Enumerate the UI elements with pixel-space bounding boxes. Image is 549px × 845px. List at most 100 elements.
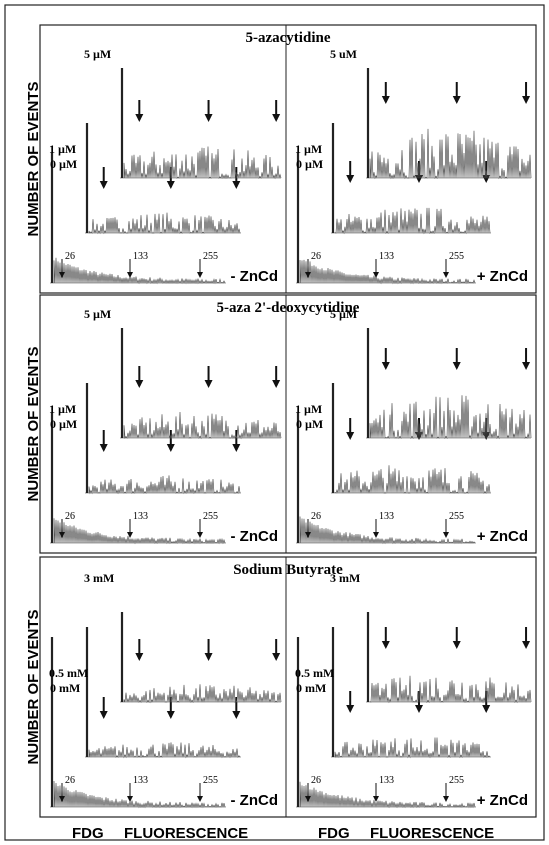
arrow-head <box>232 181 241 189</box>
trace-1: 0 mM <box>50 637 226 809</box>
row-title: 5-azacytidine <box>246 30 331 46</box>
channel-number: 255 <box>449 251 464 262</box>
arrow-head <box>373 272 379 278</box>
histogram-trace <box>123 684 282 704</box>
arrow-head <box>305 532 311 538</box>
histogram-trace <box>53 257 226 285</box>
panel-minus-zncd: 0 mM0.5 mM 3 mM 26 133 255 - ZnCd <box>49 571 282 809</box>
trace-label: 1 µM <box>295 142 322 156</box>
trace-3: 5 µM <box>84 307 282 440</box>
arrow-head <box>166 444 175 452</box>
arrow-head <box>415 705 423 713</box>
channel-number: 255 <box>449 775 464 786</box>
trace-label: 3 mM <box>84 571 114 585</box>
y-axis-label: NUMBER OF EVENTS <box>25 81 42 236</box>
trace-1: 0 µM <box>50 413 226 545</box>
channel-number: 26 <box>65 775 75 786</box>
histogram-trace <box>369 128 532 180</box>
channel-number: 26 <box>311 251 321 262</box>
arrow-head <box>135 653 144 661</box>
histogram-trace <box>369 395 532 440</box>
arrow-head <box>59 272 65 278</box>
arrow-head <box>443 796 449 802</box>
row-box <box>39 24 537 294</box>
x-axis-fdg-label: FDG <box>72 825 104 842</box>
condition-label: - ZnCd <box>231 268 278 285</box>
histogram-trace <box>53 518 226 545</box>
arrow-head <box>166 711 175 719</box>
x-axis-fluorescence-label: FLUORESCENCE <box>124 825 248 842</box>
trace-label: 0.5 mM <box>49 666 88 680</box>
channel-number: 255 <box>203 775 218 786</box>
channel-number: 26 <box>311 775 321 786</box>
histogram-trace <box>123 411 282 440</box>
arrow-head <box>127 796 133 802</box>
arrow-head <box>452 641 461 649</box>
arrow-head <box>482 175 491 183</box>
channel-number: 255 <box>203 511 218 522</box>
y-axis-label: NUMBER OF EVENTS <box>25 346 42 501</box>
trace-1: 0 µM <box>296 153 476 285</box>
panel-minus-zncd: 0 µM1 µM 5 µM 26 133 255 - ZnCd <box>49 47 282 285</box>
figure-frame <box>4 4 545 841</box>
trace-label: 5 uM <box>330 47 357 61</box>
trace-label: 0 mM <box>50 681 80 695</box>
arrow-head <box>99 181 108 189</box>
row-title: Sodium Butyrate <box>233 562 343 578</box>
trace-2: 0.5 mM <box>49 627 241 759</box>
row-2: 5-aza 2'-deoxycytidine NUMBER OF EVENTS 0 … <box>25 294 537 554</box>
trace-1: 0 µM <box>50 153 226 285</box>
arrow-head <box>373 796 379 802</box>
trace-3: 3 mM <box>84 571 282 704</box>
histogram-trace <box>88 742 241 759</box>
trace-label: 1 µM <box>49 402 76 416</box>
trace-label: 1 µM <box>49 142 76 156</box>
channel-number: 133 <box>379 251 394 262</box>
arrow-head <box>381 641 390 649</box>
trace-3: 5 uM <box>330 47 532 180</box>
trace-label: 3 mM <box>330 571 360 585</box>
histogram-trace <box>299 516 476 545</box>
trace-label: 0.5 mM <box>295 666 334 680</box>
row-box <box>39 556 537 818</box>
channel-number: 255 <box>449 511 464 522</box>
histogram-trace <box>299 781 476 809</box>
arrow-head <box>452 96 461 104</box>
histogram-trace <box>88 212 241 235</box>
arrow-head <box>135 114 144 122</box>
arrow-head <box>381 362 390 370</box>
arrow-head <box>127 532 133 538</box>
arrow-head <box>346 432 355 440</box>
trace-label: 0 µM <box>296 157 323 171</box>
arrow-head <box>452 362 461 370</box>
arrow-head <box>135 380 144 388</box>
arrow-head <box>305 796 311 802</box>
trace-label: 0 µM <box>50 157 77 171</box>
x-axis-fdg-label: FDG <box>318 825 350 842</box>
histogram-trace <box>334 465 491 494</box>
arrow-head <box>99 444 108 452</box>
arrow-head <box>522 96 531 104</box>
trace-label: 5 µM <box>84 47 111 61</box>
arrow-head <box>127 272 133 278</box>
trace-2: 1 µM <box>49 383 241 495</box>
trace-2: 0.5 mM <box>295 627 491 759</box>
row-box <box>39 294 537 554</box>
x-axis-fluorescence-label: FLUORESCENCE <box>370 825 494 842</box>
trace-1: 0 mM <box>296 637 476 809</box>
arrow-head <box>346 705 355 713</box>
histogram-trace <box>334 207 491 235</box>
arrow-head <box>197 272 203 278</box>
condition-label: + ZnCd <box>477 268 528 285</box>
histogram-trace <box>88 475 241 495</box>
panel-plus-zncd: 0 µM1 µM 5 uM 26 133 255 + ZnCd <box>295 47 532 285</box>
arrow-head <box>166 181 175 189</box>
arrow-head <box>346 175 355 183</box>
arrow-head <box>59 532 65 538</box>
trace-label: 5 µM <box>330 307 357 321</box>
channel-number: 255 <box>203 251 218 262</box>
trace-3: 5 µM <box>84 47 282 180</box>
trace-3: 3 mM <box>330 571 532 704</box>
